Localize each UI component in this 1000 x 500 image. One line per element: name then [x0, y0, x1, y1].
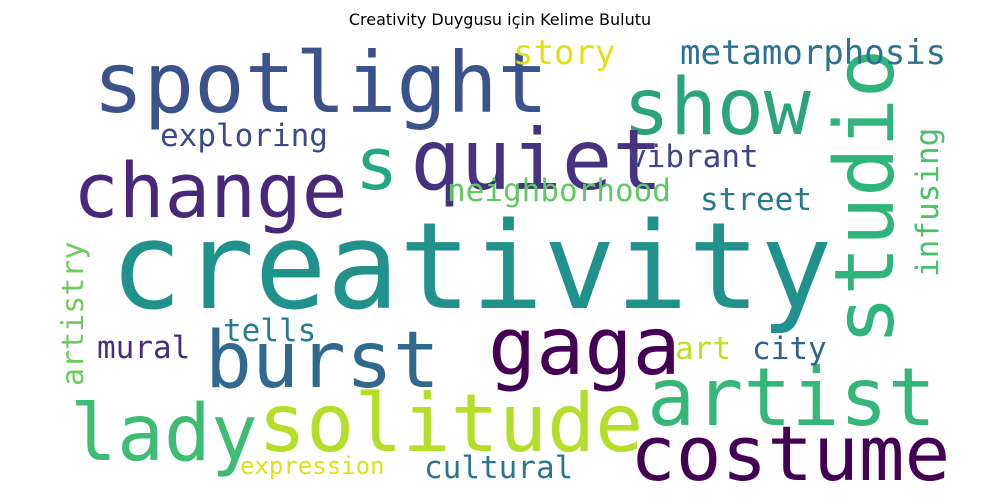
word-mural: mural	[97, 330, 190, 366]
word-quiet: quiet	[410, 111, 663, 209]
word-spotlight: spotlight	[93, 34, 548, 132]
word-show: show	[623, 63, 811, 153]
word-costume: costume	[630, 409, 950, 498]
word-cultural: cultural	[424, 450, 573, 486]
word-neighborhood: neighborhood	[447, 173, 671, 209]
word-solitude: solitude	[258, 377, 643, 470]
word-artistry: artistry	[56, 242, 91, 387]
word-studio: studio	[818, 49, 913, 345]
word-art: art	[675, 331, 731, 367]
word-lady: lady	[70, 389, 258, 479]
word-city: city	[752, 331, 827, 367]
word-metamorphosis: metamorphosis	[680, 33, 946, 73]
word-story: story	[513, 33, 615, 73]
word-tells: tells	[223, 313, 316, 349]
word-artist: artist	[647, 351, 936, 444]
word-gaga: gaga	[488, 300, 681, 393]
word-street: street	[700, 182, 812, 218]
word-infusing: infusing	[910, 128, 946, 277]
chart-title: Creativity Duygusu için Kelime Bulutu	[348, 10, 652, 29]
word-expression: expression	[240, 452, 385, 480]
word-burst: burst	[205, 316, 440, 406]
word-vibrant: vibrant	[628, 139, 759, 175]
word-change: change	[73, 146, 348, 235]
word-s: s	[355, 122, 398, 206]
word-exploring: exploring	[160, 118, 328, 154]
word-creativity: creativity	[110, 198, 832, 337]
